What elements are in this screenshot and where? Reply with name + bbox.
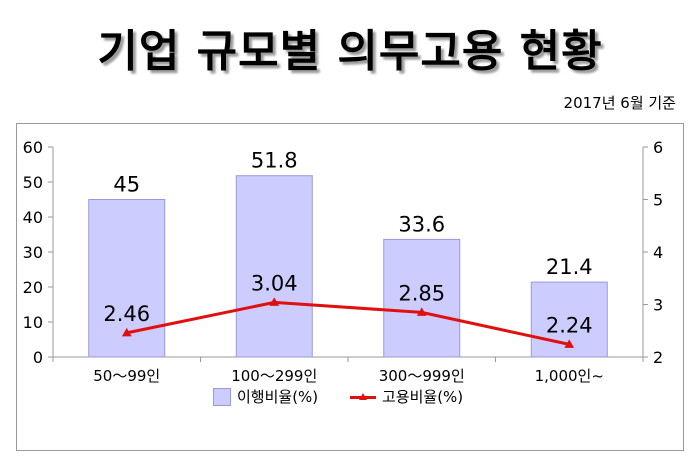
- bar-data-label: 45: [113, 173, 140, 197]
- y-left-tick-label: 50: [23, 173, 43, 192]
- y-right-tick-label: 4: [653, 243, 663, 262]
- line-data-label: 2.24: [546, 313, 593, 337]
- legend-line-swatch: [350, 389, 376, 405]
- x-tick-label: 100～299인: [231, 367, 317, 385]
- legend-bar-label: 이행비율(%): [237, 388, 319, 406]
- line-point-marker: [416, 307, 427, 316]
- line-data-label: 3.04: [251, 271, 298, 295]
- y-left-tick-label: 30: [23, 243, 43, 262]
- y-right-tick-label: 6: [653, 138, 663, 157]
- y-left-tick-label: 60: [23, 138, 43, 157]
- y-right-tick-label: 5: [653, 191, 663, 210]
- bar: [383, 238, 461, 358]
- line-data-label: 2.85: [398, 281, 445, 305]
- line-point-marker: [564, 339, 575, 348]
- bar-data-label: 33.6: [398, 212, 445, 236]
- y-left-tick-label: 40: [23, 208, 43, 227]
- legend-item-bar: 이행비율(%): [213, 386, 318, 407]
- y-right-tick-label: 2: [653, 348, 663, 367]
- y-left-tick-label: 0: [33, 348, 43, 367]
- legend-bar-swatch: [213, 387, 231, 406]
- chart-subtitle: 2017년 6월 기준: [563, 94, 676, 112]
- chart-frame: [16, 123, 684, 451]
- chart-title: 기업 규모별 의무고용 현황: [97, 26, 603, 77]
- line-point-marker: [121, 327, 132, 337]
- bar-data-label: 51.8: [251, 149, 298, 173]
- x-tick-label: 1,000인~: [535, 367, 604, 385]
- x-tick-label: 300～999인: [379, 367, 465, 385]
- y-left-tick-label: 20: [23, 278, 43, 297]
- line-point-marker: [269, 297, 280, 306]
- line-data-label: 2.46: [103, 302, 150, 326]
- bar: [235, 175, 313, 358]
- line-series: [126, 300, 570, 346]
- legend-line-label: 고용비율(%): [382, 388, 464, 406]
- y-left-tick-label: 10: [23, 313, 43, 332]
- legend-item-line: 고용비율(%): [350, 386, 463, 407]
- legend: 이행비율(%) 고용비율(%): [0, 386, 700, 416]
- x-tick-label: 50～99인: [93, 367, 160, 385]
- bar-data-label: 21.4: [546, 255, 593, 279]
- y-right-tick-label: 3: [653, 296, 663, 315]
